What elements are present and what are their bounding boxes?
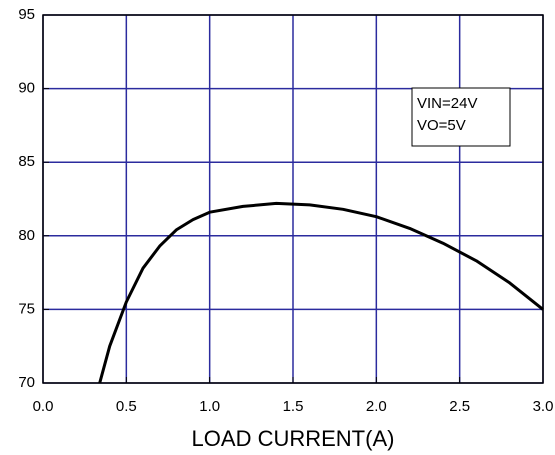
annotation-box [411,87,511,147]
x-tick-label: 1.0 [199,398,220,415]
y-tick-label: 95 [18,6,35,23]
x-tick-label: 1.5 [283,398,304,415]
efficiency-line [98,201,544,384]
plot-frame [42,14,544,384]
y-tick-label: 75 [18,300,35,317]
y-tick-label: 80 [18,227,35,244]
x-tick-label: 0.5 [116,398,137,415]
x-tick-label: 0.0 [33,398,54,415]
x-axis-label: LOAD CURRENT(A) [192,426,395,451]
x-tick-label: 2.0 [366,398,387,415]
annotation: VO=5V [417,117,466,134]
annotation: VIN=24V [417,95,477,112]
y-tick-label: 90 [18,80,35,97]
y-tick-label: 85 [18,153,35,170]
x-tick-label: 2.5 [449,398,470,415]
x-tick-label: 3.0 [533,398,554,415]
y-tick-label: 70 [18,374,35,391]
